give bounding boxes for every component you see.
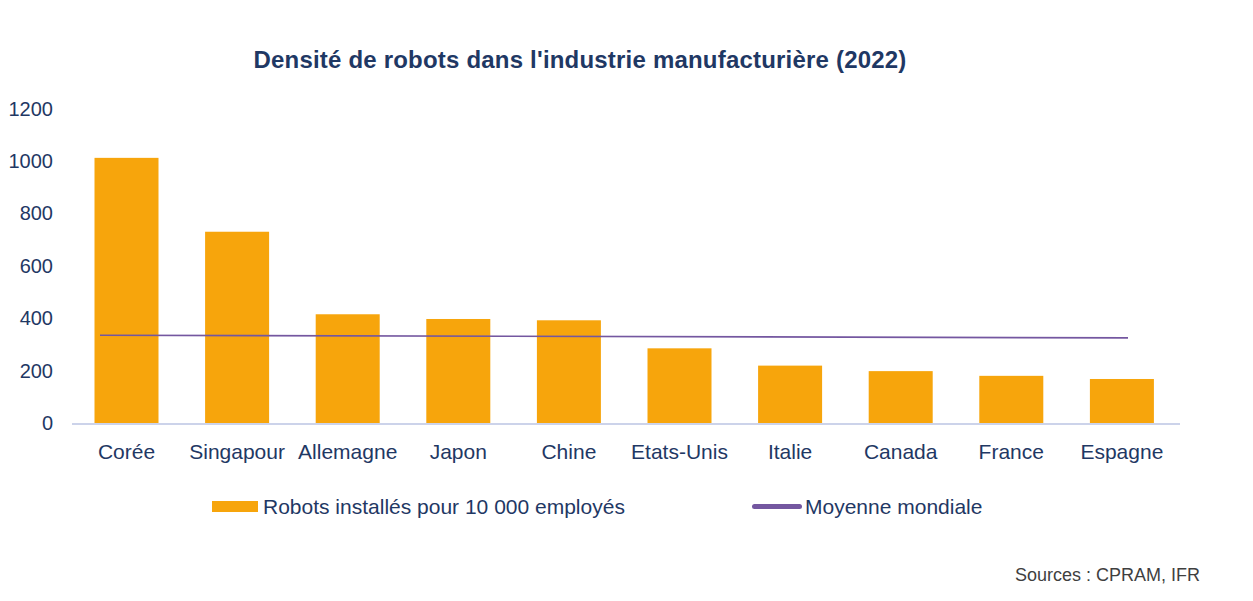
y-tick-label-0: 0 xyxy=(42,412,53,434)
x-category-label-8: Canada xyxy=(864,440,938,463)
x-category-label-2: Singapour xyxy=(189,440,285,463)
legend-item-bars: Robots installés pour 10 000 employés xyxy=(212,494,625,519)
bar-1 xyxy=(95,158,159,423)
y-tick-label-200: 200 xyxy=(20,360,53,382)
bar-series-legend-label: Robots installés pour 10 000 employés xyxy=(263,495,625,519)
bar-6 xyxy=(648,348,712,423)
robot-density-chart: Densité de robots dans l'industrie manuf… xyxy=(0,0,1253,601)
y-tick-label-1000: 1000 xyxy=(9,150,54,172)
x-category-label-9: France xyxy=(979,440,1044,463)
bar-10 xyxy=(1090,379,1154,423)
bar-series-swatch-icon xyxy=(212,501,258,512)
plot-area: 0 200 400 600 800 1000 1200 Corée Singapour Allem… xyxy=(0,0,1253,601)
bar-3 xyxy=(316,314,380,423)
x-category-label-10: Espagne xyxy=(1080,440,1163,463)
y-tick-label-400: 400 xyxy=(20,307,53,329)
line-series-legend-label: Moyenne mondiale xyxy=(805,495,982,519)
bar-7 xyxy=(758,366,822,423)
x-category-label-5: Chine xyxy=(541,440,596,463)
y-tick-label-600: 600 xyxy=(20,255,53,277)
x-category-label-3: Allemagne xyxy=(298,440,397,463)
legend-item-line: Moyenne mondiale xyxy=(752,494,982,519)
bar-4 xyxy=(426,319,490,423)
y-tick-label-800: 800 xyxy=(20,202,53,224)
x-category-label-1: Corée xyxy=(98,440,155,463)
bar-2 xyxy=(205,232,269,423)
bar-9 xyxy=(979,376,1043,423)
bar-8 xyxy=(869,371,933,423)
x-category-label-6: Etats-Unis xyxy=(631,440,728,463)
x-category-label-7: Italie xyxy=(768,440,812,463)
x-category-label-4: Japon xyxy=(430,440,487,463)
source-note: Sources : CPRAM, IFR xyxy=(1015,565,1200,586)
line-series-swatch-icon xyxy=(752,504,802,509)
y-tick-label-1200: 1200 xyxy=(9,98,54,120)
